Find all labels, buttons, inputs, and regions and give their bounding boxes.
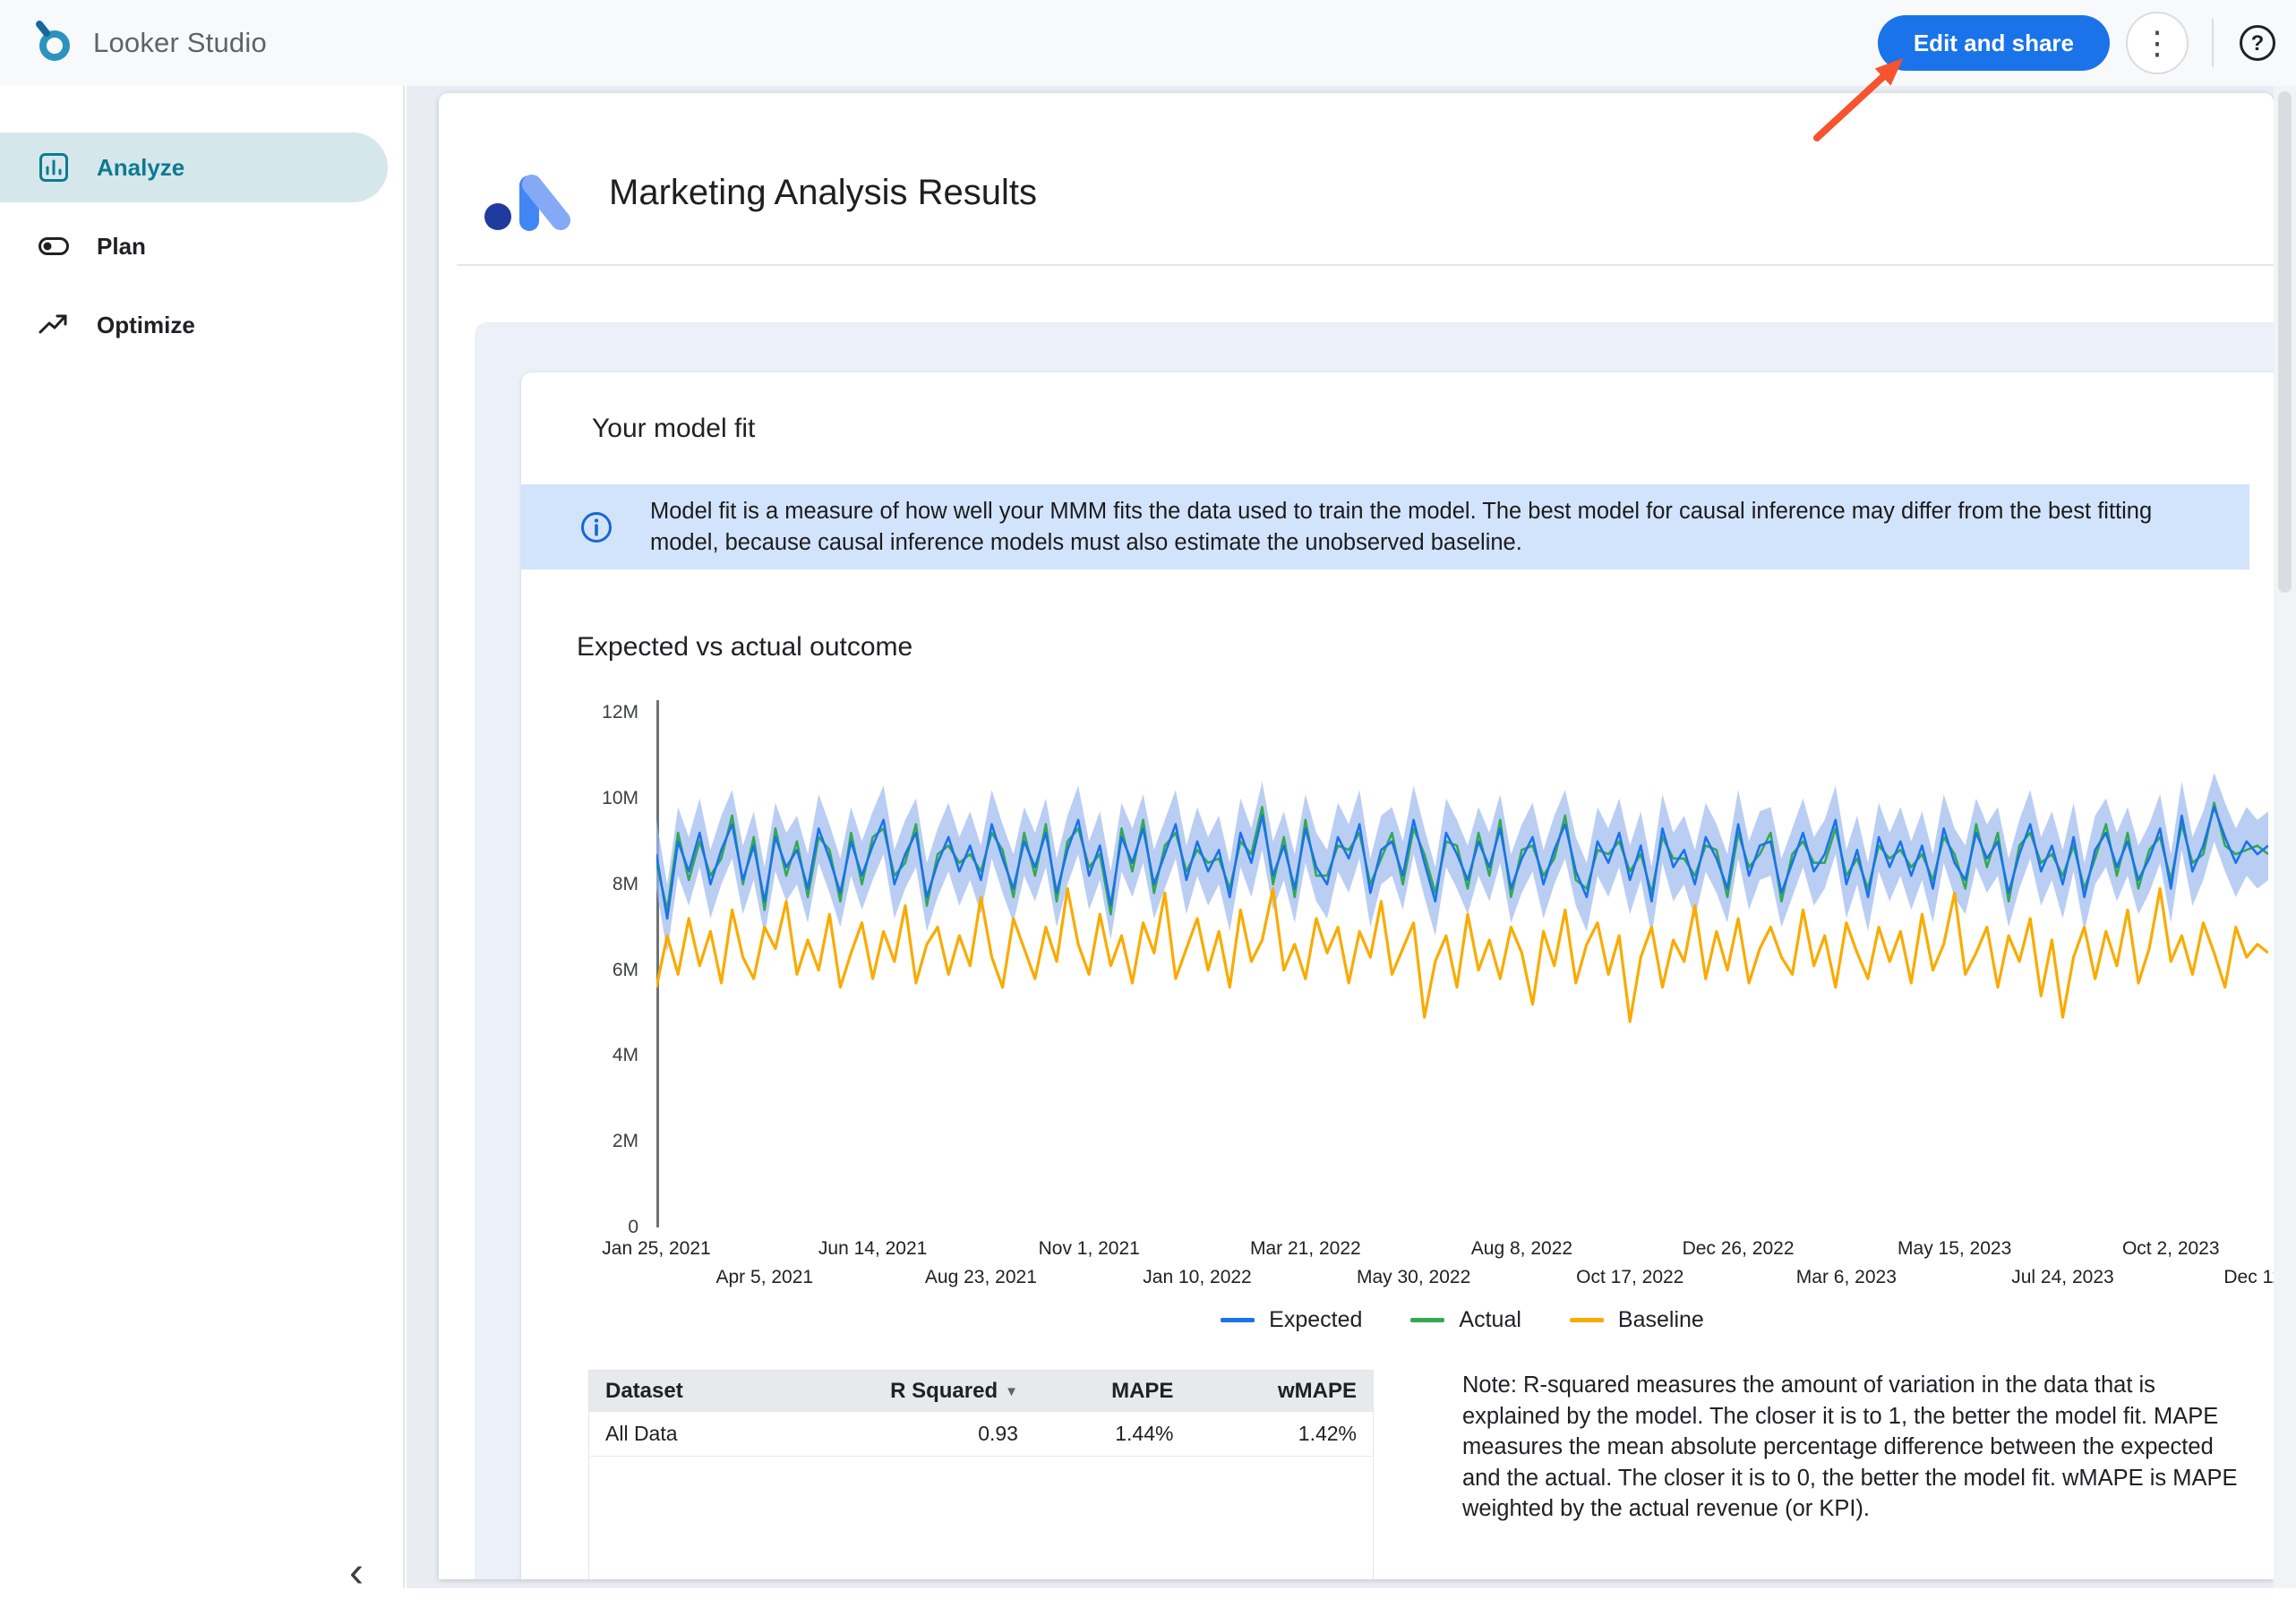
model-fit-chart: 0 2M 4M 6M 8M 10M 12M Jan 25, 2021 Apr 5, 2021 J… xyxy=(521,700,2274,1348)
sidebar: Analyze Plan Optimize ‹ xyxy=(0,86,405,1596)
y-tick-label: 12M xyxy=(602,702,638,723)
card-title: Your model fit xyxy=(592,414,756,443)
chart-legend: Expected Actual Baseline xyxy=(656,1307,2268,1333)
cell-dataset: All Data xyxy=(588,1412,771,1457)
meridian-logo-icon xyxy=(480,149,580,237)
legend-label: Baseline xyxy=(1617,1307,1704,1332)
legend-swatch xyxy=(1569,1318,1604,1322)
plot-area[interactable] xyxy=(656,700,2268,1227)
x-tick-label: Aug 23, 2021 xyxy=(924,1267,1037,1287)
y-axis: 0 2M 4M 6M 8M 10M 12M xyxy=(521,702,638,1237)
model-fit-table: Dataset R Squared ▼ MAPE wMAPE All Data 0… xyxy=(588,1370,1374,1579)
x-tick-label: Apr 5, 2021 xyxy=(715,1267,814,1287)
report-page: Marketing Analysis Results Your model fi… xyxy=(439,93,2274,1579)
info-icon xyxy=(581,511,612,543)
analyze-icon xyxy=(39,153,68,182)
optimize-icon xyxy=(39,314,67,334)
x-tick-label: May 15, 2023 xyxy=(1898,1238,2012,1259)
y-tick-label: 8M xyxy=(612,873,638,894)
topbar: Looker Studio Edit and share ⋮ ? xyxy=(0,0,2296,86)
x-tick-label: Nov 1, 2021 xyxy=(1038,1238,1140,1259)
x-tick-label: Mar 21, 2022 xyxy=(1249,1238,1361,1259)
sidebar-item-label: Plan xyxy=(97,232,146,260)
app-name: Looker Studio xyxy=(93,27,267,58)
svg-text:?: ? xyxy=(2251,31,2265,56)
y-tick-label: 6M xyxy=(612,959,638,980)
x-axis: Jan 25, 2021 Apr 5, 2021 Jun 14, 2021 Aug 2… xyxy=(602,1227,2274,1304)
legend-item-expected: Expected xyxy=(1221,1307,1362,1333)
x-tick-label: Jan 25, 2021 xyxy=(602,1238,711,1259)
more-options-icon: ⋮ xyxy=(2141,24,2173,61)
cell-r-squared: 0.93 xyxy=(770,1412,1034,1457)
col-header-mape[interactable]: MAPE xyxy=(1033,1370,1190,1412)
sidebar-nav-list: Analyze Plan Optimize xyxy=(0,133,403,360)
sidebar-item-analyze[interactable]: Analyze xyxy=(0,133,388,202)
help-icon: ? xyxy=(2240,25,2275,61)
scrollbar-thumb[interactable] xyxy=(2278,91,2292,593)
sidebar-item-label: Optimize xyxy=(97,311,195,338)
x-tick-label: Aug 8, 2022 xyxy=(1470,1238,1573,1259)
cell-wmape: 1.42% xyxy=(1189,1412,1374,1457)
table-row: All Data 0.93 1.44% 1.42% xyxy=(588,1412,1374,1457)
sidebar-item-plan[interactable]: Plan xyxy=(0,211,388,281)
legend-item-actual: Actual xyxy=(1410,1307,1521,1333)
note-text: Note: R-squared measures the amount of v… xyxy=(1462,1372,2238,1521)
table-header-row: Dataset R Squared ▼ MAPE wMAPE xyxy=(588,1370,1374,1412)
legend-label: Actual xyxy=(1459,1307,1521,1332)
x-tick-label: Dec 26, 2022 xyxy=(1682,1238,1795,1259)
x-tick-label: Jun 14, 2021 xyxy=(818,1238,928,1259)
topbar-divider xyxy=(2212,19,2214,67)
scrollbar-track[interactable] xyxy=(2274,86,2296,1588)
sidebar-item-label: Analyze xyxy=(97,153,185,181)
x-tick-label: Dec 11, 2023 xyxy=(2223,1267,2274,1287)
legend-label: Expected xyxy=(1269,1307,1363,1332)
edit-and-share-button[interactable]: Edit and share xyxy=(1877,15,2110,71)
chevron-left-icon: ‹ xyxy=(349,1548,364,1596)
help-button[interactable]: ? xyxy=(2237,22,2278,64)
y-tick-label: 10M xyxy=(602,787,638,808)
looker-studio-logo-icon xyxy=(27,16,77,71)
info-banner: Model fit is a measure of how well your … xyxy=(521,484,2249,569)
sort-desc-icon[interactable]: ▼ xyxy=(1005,1384,1018,1399)
col-header-dataset[interactable]: Dataset xyxy=(588,1370,771,1412)
x-tick-label: Jan 10, 2022 xyxy=(1143,1267,1252,1287)
col-header-label: R Squared xyxy=(890,1379,998,1403)
col-header-r-squared[interactable]: R Squared ▼ xyxy=(770,1370,1034,1412)
legend-swatch xyxy=(1410,1318,1445,1322)
y-tick-label: 0 xyxy=(628,1217,638,1237)
report-header: Marketing Analysis Results xyxy=(439,93,2274,237)
cell-mape: 1.44% xyxy=(1033,1412,1190,1457)
x-tick-label: Oct 2, 2023 xyxy=(2121,1238,2220,1259)
x-tick-label: May 30, 2022 xyxy=(1356,1267,1471,1287)
col-header-wmape[interactable]: wMAPE xyxy=(1189,1370,1374,1412)
y-tick-label: 2M xyxy=(612,1131,638,1152)
card-bottom-row: Dataset R Squared ▼ MAPE wMAPE All Data 0… xyxy=(588,1370,2274,1579)
main-area: Marketing Analysis Results Your model fi… xyxy=(407,86,2296,1588)
x-tick-label: Jul 24, 2023 xyxy=(2011,1267,2114,1287)
plan-icon xyxy=(39,237,69,255)
model-fit-card: Your model fit Model fit is a measure of… xyxy=(521,372,2274,1579)
x-tick-label: Oct 17, 2022 xyxy=(1576,1267,1684,1287)
chart-series-svg xyxy=(656,773,2268,1023)
y-tick-label: 4M xyxy=(612,1045,638,1066)
sidebar-item-optimize[interactable]: Optimize xyxy=(0,290,388,360)
legend-item-baseline: Baseline xyxy=(1569,1307,1704,1333)
info-banner-text: Model fit is a measure of how well your … xyxy=(650,498,2153,555)
chart-section-title: Expected vs actual outcome xyxy=(577,632,913,662)
x-tick-label: Mar 6, 2023 xyxy=(1795,1267,1897,1287)
more-options-button[interactable]: ⋮ xyxy=(2126,12,2189,74)
y-axis-line xyxy=(656,700,659,1227)
report-canvas: Your model fit Model fit is a measure of… xyxy=(475,322,2274,1579)
report-title: Marketing Analysis Results xyxy=(609,173,1037,212)
header-divider xyxy=(457,264,2274,266)
table-empty-area xyxy=(588,1456,1374,1579)
collapse-sidebar-button[interactable]: ‹ xyxy=(330,1545,383,1599)
legend-swatch xyxy=(1221,1318,1255,1322)
